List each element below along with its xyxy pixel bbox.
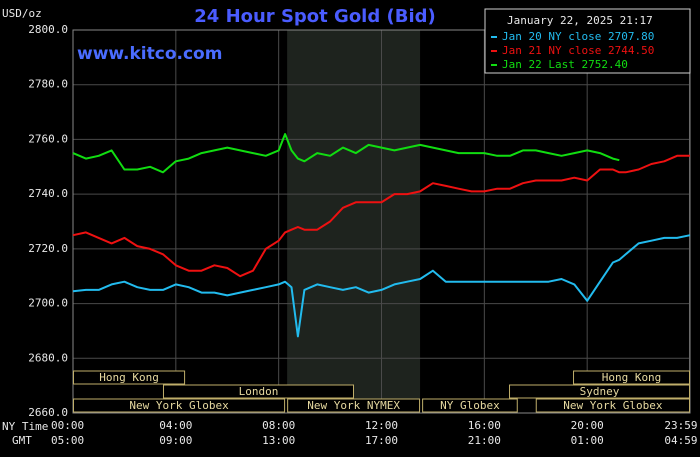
x-tick-label: 16:00 [468, 419, 501, 432]
legend-box [484, 8, 691, 74]
x-tick-label: 00:00 [51, 419, 84, 432]
y-tick-label: 2660.0 [28, 406, 68, 419]
session-box [509, 384, 690, 399]
x-tick-label: 08:00 [262, 419, 295, 432]
x2-tick-label: 01:00 [571, 434, 604, 447]
chart-title: 24 Hour Spot Gold (Bid) [194, 6, 435, 27]
legend-label: Jan 21 NY close 2744.50 [502, 44, 654, 57]
price-line [72, 133, 620, 174]
plot-frame [72, 29, 691, 414]
session-label: London [239, 385, 279, 398]
x-tick-label: 12:00 [365, 419, 398, 432]
y-axis-label: USD/oz [2, 7, 42, 20]
y-tick-label: 2720.0 [28, 242, 68, 255]
x2-tick-label: 05:00 [51, 434, 84, 447]
x2-tick-label: 21:00 [468, 434, 501, 447]
highlight-band [287, 30, 421, 413]
session-box [573, 370, 691, 385]
y-tick-label: 2780.0 [28, 78, 68, 91]
x2-tick-label: 04:59 [664, 434, 697, 447]
y-tick-label: 2680.0 [28, 351, 68, 364]
legend-label: Jan 22 Last 2752.40 [502, 58, 628, 71]
x-tick-label: 23:59 [664, 419, 697, 432]
x2-axis-label: GMT [12, 434, 32, 447]
x2-tick-label: 13:00 [262, 434, 295, 447]
session-label: New York Globex [563, 399, 663, 412]
price-line [72, 234, 691, 338]
session-box [422, 398, 518, 413]
y-tick-label: 2700.0 [28, 297, 68, 310]
session-box [73, 370, 186, 385]
x-tick-label: 04:00 [159, 419, 192, 432]
session-label: Sydney [580, 385, 620, 398]
y-tick-label: 2740.0 [28, 187, 68, 200]
legend-header: January 22, 2025 21:17 [507, 14, 653, 27]
x-tick-label: 20:00 [571, 419, 604, 432]
session-box [535, 398, 690, 413]
y-tick-label: 2760.0 [28, 132, 68, 145]
price-line [72, 154, 690, 278]
x2-tick-label: 09:00 [159, 434, 192, 447]
session-label: New York Globex [129, 399, 229, 412]
session-label: NY Globex [440, 399, 500, 412]
x-axis-label: NY Time [2, 420, 48, 433]
session-label: Hong Kong [99, 371, 159, 384]
session-label: Hong Kong [602, 371, 662, 384]
y-tick-label: 2800.0 [28, 23, 68, 36]
x2-tick-label: 17:00 [365, 434, 398, 447]
session-box [287, 398, 421, 413]
session-box [162, 384, 354, 399]
legend-label: Jan 20 NY close 2707.80 [502, 30, 654, 43]
session-box [73, 398, 286, 413]
session-label: New York NYMEX [307, 399, 400, 412]
watermark: www.kitco.com [77, 44, 222, 64]
